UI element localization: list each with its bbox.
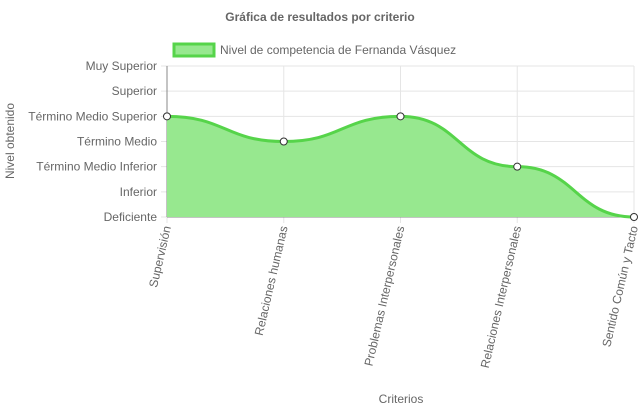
x-axis-title: Criterios bbox=[379, 392, 424, 406]
legend[interactable]: Nivel de competencia de Fernanda Vásquez bbox=[172, 42, 456, 58]
y-tick-label: Término Medio Superior bbox=[28, 109, 157, 123]
x-tick-label: Problemas Interpersonales bbox=[362, 225, 408, 368]
data-point[interactable] bbox=[396, 112, 405, 121]
series-group bbox=[163, 112, 638, 221]
x-tick-label: Relaciones Interpersonales bbox=[478, 225, 524, 370]
y-tick-label: Deficiente bbox=[104, 210, 158, 224]
y-axis-ticks: Deficiente Inferior Término Medio Inferior… bbox=[28, 59, 157, 224]
data-point[interactable] bbox=[279, 137, 288, 146]
y-tick-label: Inferior bbox=[120, 185, 157, 199]
x-tick-label: Supervisión bbox=[146, 225, 174, 289]
y-tick-label: Superior bbox=[112, 84, 157, 98]
data-point[interactable] bbox=[513, 162, 522, 171]
x-tick-label: Relaciones humanas bbox=[252, 225, 291, 337]
x-axis-ticks: Supervisión Relaciones humanas Problemas I… bbox=[146, 224, 639, 369]
legend-label[interactable]: Nivel de competencia de Fernanda Vásquez bbox=[220, 43, 456, 57]
y-tick-label: Muy Superior bbox=[86, 59, 157, 73]
x-tick-label: Sentido Común y Tacto bbox=[599, 224, 639, 348]
data-point[interactable] bbox=[630, 213, 638, 221]
y-tick-label: Término Medio bbox=[77, 135, 157, 149]
data-point[interactable] bbox=[163, 112, 171, 121]
chart-title: Gráfica de resultados por criterio bbox=[225, 10, 414, 24]
legend-swatch[interactable] bbox=[172, 42, 216, 58]
y-axis-title: Nivel obtenido bbox=[3, 103, 17, 179]
y-tick-label: Término Medio Inferior bbox=[36, 160, 157, 174]
